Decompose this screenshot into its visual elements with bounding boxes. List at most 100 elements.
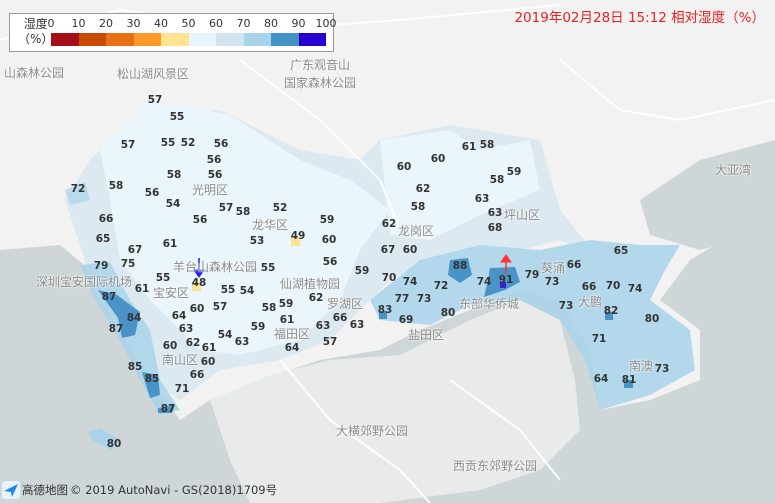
station-humidity-value[interactable]: 56 xyxy=(206,154,222,166)
station-humidity-value[interactable]: 60 xyxy=(396,161,412,173)
station-humidity-value[interactable]: 59 xyxy=(278,298,294,310)
station-humidity-value[interactable]: 66 xyxy=(581,281,597,293)
station-humidity-value[interactable]: 59 xyxy=(506,166,522,178)
station-humidity-value[interactable]: 87 xyxy=(160,403,176,415)
station-humidity-value[interactable]: 74 xyxy=(402,276,418,288)
station-humidity-value[interactable]: 49 xyxy=(290,230,306,242)
station-humidity-value[interactable]: 58 xyxy=(166,169,182,181)
station-humidity-value[interactable]: 61 xyxy=(201,342,217,354)
station-humidity-value[interactable]: 54 xyxy=(165,198,181,210)
station-humidity-value[interactable]: 80 xyxy=(106,438,122,450)
station-humidity-value[interactable]: 63 xyxy=(487,207,503,219)
station-humidity-value[interactable]: 59 xyxy=(354,265,370,277)
station-humidity-value[interactable]: 57 xyxy=(212,301,228,313)
station-humidity-value[interactable]: 66 xyxy=(332,312,348,324)
station-humidity-value[interactable]: 60 xyxy=(402,244,418,256)
station-humidity-value[interactable]: 73 xyxy=(654,363,670,375)
station-humidity-value[interactable]: 60 xyxy=(430,153,446,165)
station-humidity-value[interactable]: 63 xyxy=(474,193,490,205)
station-humidity-value[interactable]: 52 xyxy=(180,137,196,149)
station-humidity-value[interactable]: 74 xyxy=(476,276,492,288)
station-humidity-value[interactable]: 67 xyxy=(127,244,143,256)
station-humidity-value[interactable]: 66 xyxy=(566,259,582,271)
station-humidity-value[interactable]: 56 xyxy=(213,138,229,150)
station-humidity-value[interactable]: 56 xyxy=(322,256,338,268)
station-humidity-value[interactable]: 60 xyxy=(200,356,216,368)
station-humidity-value[interactable]: 58 xyxy=(108,180,124,192)
station-humidity-value[interactable]: 56 xyxy=(192,214,208,226)
station-humidity-value[interactable]: 55 xyxy=(260,262,276,274)
station-humidity-value[interactable]: 58 xyxy=(235,206,251,218)
station-humidity-value[interactable]: 70 xyxy=(605,280,621,292)
station-humidity-value[interactable]: 62 xyxy=(308,292,324,304)
station-humidity-value[interactable]: 57 xyxy=(218,202,234,214)
station-humidity-value[interactable]: 84 xyxy=(126,312,142,324)
station-humidity-value[interactable]: 87 xyxy=(108,323,124,335)
station-humidity-value[interactable]: 55 xyxy=(160,137,176,149)
station-humidity-value[interactable]: 73 xyxy=(544,276,560,288)
station-humidity-value[interactable]: 81 xyxy=(621,374,637,386)
station-humidity-value[interactable]: 57 xyxy=(120,139,136,151)
station-humidity-value[interactable]: 58 xyxy=(410,201,426,213)
station-humidity-value[interactable]: 83 xyxy=(377,304,393,316)
station-humidity-value[interactable]: 74 xyxy=(627,283,643,295)
station-humidity-value[interactable]: 60 xyxy=(162,340,178,352)
station-humidity-value[interactable]: 69 xyxy=(398,314,414,326)
station-humidity-value[interactable]: 87 xyxy=(101,291,117,303)
station-humidity-value[interactable]: 62 xyxy=(381,218,397,230)
station-humidity-value[interactable]: 61 xyxy=(461,141,477,153)
station-humidity-value[interactable]: 60 xyxy=(189,303,205,315)
station-humidity-value[interactable]: 66 xyxy=(98,213,114,225)
station-humidity-value[interactable]: 65 xyxy=(95,233,111,245)
station-humidity-value[interactable]: 60 xyxy=(321,234,337,246)
station-humidity-value[interactable]: 82 xyxy=(603,305,619,317)
station-humidity-value[interactable]: 72 xyxy=(433,280,449,292)
station-humidity-value[interactable]: 63 xyxy=(178,323,194,335)
station-humidity-value[interactable]: 48 xyxy=(191,277,207,289)
station-humidity-value[interactable]: 57 xyxy=(147,94,163,106)
station-humidity-value[interactable]: 58 xyxy=(489,174,505,186)
station-humidity-value[interactable]: 63 xyxy=(234,336,250,348)
station-humidity-value[interactable]: 54 xyxy=(217,329,233,341)
station-humidity-value[interactable]: 73 xyxy=(558,300,574,312)
station-humidity-value[interactable]: 70 xyxy=(381,272,397,284)
station-humidity-value[interactable]: 55 xyxy=(169,111,185,123)
station-humidity-value[interactable]: 61 xyxy=(279,314,295,326)
station-humidity-value[interactable]: 59 xyxy=(250,321,266,333)
station-humidity-value[interactable]: 85 xyxy=(144,373,160,385)
station-humidity-value[interactable]: 56 xyxy=(144,187,160,199)
station-humidity-value[interactable]: 73 xyxy=(416,293,432,305)
station-humidity-value[interactable]: 91 xyxy=(498,274,514,286)
station-humidity-value[interactable]: 62 xyxy=(185,337,201,349)
station-humidity-value[interactable]: 58 xyxy=(479,139,495,151)
station-humidity-value[interactable]: 85 xyxy=(127,361,143,373)
station-humidity-value[interactable]: 64 xyxy=(593,373,609,385)
station-humidity-value[interactable]: 79 xyxy=(93,260,109,272)
station-humidity-value[interactable]: 71 xyxy=(174,383,190,395)
station-humidity-value[interactable]: 80 xyxy=(440,307,456,319)
station-humidity-value[interactable]: 59 xyxy=(319,214,335,226)
station-humidity-value[interactable]: 56 xyxy=(207,169,223,181)
station-humidity-value[interactable]: 77 xyxy=(394,293,410,305)
station-humidity-value[interactable]: 68 xyxy=(487,222,503,234)
station-humidity-value[interactable]: 79 xyxy=(524,269,540,281)
station-humidity-value[interactable]: 67 xyxy=(380,244,396,256)
station-humidity-value[interactable]: 63 xyxy=(349,319,365,331)
station-humidity-value[interactable]: 64 xyxy=(171,310,187,322)
station-humidity-value[interactable]: 61 xyxy=(134,283,150,295)
station-humidity-value[interactable]: 72 xyxy=(70,183,86,195)
station-humidity-value[interactable]: 61 xyxy=(162,238,178,250)
station-humidity-value[interactable]: 80 xyxy=(644,313,660,325)
station-humidity-value[interactable]: 66 xyxy=(189,369,205,381)
station-humidity-value[interactable]: 55 xyxy=(155,272,171,284)
station-humidity-value[interactable]: 53 xyxy=(249,235,265,247)
station-humidity-value[interactable]: 88 xyxy=(452,260,468,272)
station-humidity-value[interactable]: 71 xyxy=(591,333,607,345)
station-humidity-value[interactable]: 58 xyxy=(261,302,277,314)
station-humidity-value[interactable]: 52 xyxy=(272,202,288,214)
station-humidity-value[interactable]: 55 xyxy=(220,284,236,296)
station-humidity-value[interactable]: 64 xyxy=(284,342,300,354)
station-humidity-value[interactable]: 63 xyxy=(315,320,331,332)
station-humidity-value[interactable]: 75 xyxy=(120,258,136,270)
